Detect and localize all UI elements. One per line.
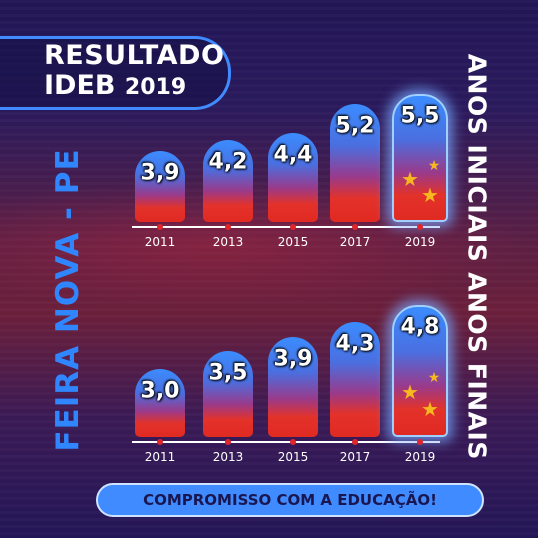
title-line2: IDEB 2019 [44, 70, 186, 101]
data-label: 4,2 [208, 149, 248, 175]
tick-label: 2015 [277, 450, 309, 464]
bar [203, 139, 253, 222]
data-label: 3,5 [208, 360, 248, 386]
data-label: 4,4 [273, 142, 313, 168]
data-label: 3,9 [140, 160, 180, 186]
star-icon: ★ [427, 157, 441, 174]
bar [135, 150, 185, 222]
data-label: 5,5 [400, 103, 440, 129]
bar [268, 132, 318, 222]
axis-marker [157, 439, 163, 445]
chart-title-anos-iniciais: ANOS INICIAIS [462, 53, 492, 263]
tick-label: 2015 [277, 235, 309, 249]
axis-marker [290, 439, 296, 445]
tick-label: 2017 [339, 235, 371, 249]
axis-marker [225, 439, 231, 445]
tick-label: 2019 [404, 235, 436, 249]
star-icon: ★ [427, 369, 441, 386]
title-line1: RESULTADO [44, 40, 225, 71]
data-label: 3,9 [273, 346, 313, 372]
data-label: 3,0 [140, 378, 180, 403]
x-axis [132, 226, 440, 228]
data-label: 4,8 [400, 314, 440, 340]
axis-marker [157, 224, 163, 230]
tick-label: 2013 [212, 235, 244, 249]
star-icon: ★ [401, 167, 419, 192]
tick-label: 2011 [144, 235, 176, 249]
axis-marker [290, 224, 296, 230]
x-axis [132, 441, 440, 443]
tick-label: 2011 [144, 450, 176, 464]
star-icon: ★ [421, 396, 439, 421]
tick-label: 2019 [404, 450, 436, 464]
chart-title-anos-finais: ANOS FINAIS [462, 272, 492, 460]
axis-marker [417, 439, 423, 445]
star-icon: ★ [401, 380, 419, 405]
data-label: 4,3 [335, 331, 375, 357]
bar [330, 104, 380, 222]
title-ideb: IDEB [44, 70, 116, 101]
title-frame [0, 36, 231, 110]
bar [135, 368, 185, 437]
place-label: FEIRA NOVA - PE [50, 148, 86, 452]
axis-marker [352, 439, 358, 445]
bar [203, 350, 253, 437]
axis-marker [352, 224, 358, 230]
title-year: 2019 [124, 75, 187, 100]
axis-marker [225, 224, 231, 230]
axis-marker [417, 224, 423, 230]
footer-banner: COMPROMISSO COM A EDUCAÇÃO! [96, 483, 484, 517]
bar [268, 336, 318, 437]
bar [330, 322, 380, 437]
data-label: 5,2 [335, 113, 375, 139]
star-icon: ★ [421, 182, 439, 207]
tick-label: 2013 [212, 450, 244, 464]
bar [392, 93, 448, 222]
tick-label: 2017 [339, 450, 371, 464]
bar [392, 304, 448, 437]
